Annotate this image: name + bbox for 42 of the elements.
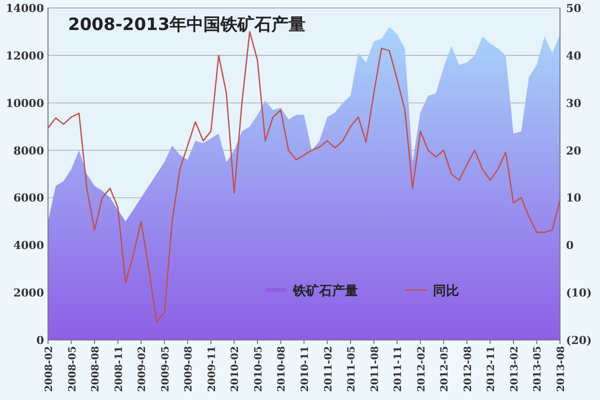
- x-tick-label: 2010-02: [230, 346, 242, 392]
- x-tick-label: 2012-02: [416, 346, 428, 392]
- y2-tick-label: 40: [566, 49, 582, 62]
- y2-tick-label: (10): [566, 286, 592, 300]
- y-tick-label: 4000: [13, 239, 44, 252]
- y-tick-label: 14000: [6, 2, 44, 15]
- y2-tick-label: (20): [566, 334, 592, 347]
- x-tick-label: 2013-05: [532, 346, 544, 392]
- x-tick-label: 2011-11: [393, 346, 404, 392]
- legend-label: 铁矿石产量: [292, 283, 358, 299]
- x-tick-label: 2011-02: [323, 346, 334, 392]
- x-tick-label: 2011-05: [346, 346, 358, 392]
- x-tick-label: 2011-08: [370, 346, 381, 392]
- x-tick-label: 2009-02: [137, 346, 148, 392]
- x-tick-label: 2009-05: [160, 346, 172, 392]
- y-tick-label: 6000: [13, 192, 44, 205]
- x-tick-label: 2010-08: [276, 346, 288, 392]
- y2-tick-label: 50: [566, 2, 582, 15]
- x-tick-label: 2013-08: [556, 346, 567, 392]
- x-tick-label: 2008-08: [90, 346, 102, 392]
- y-tick-label: 2000: [13, 286, 44, 300]
- x-tick-label: 2012-11: [486, 346, 498, 392]
- x-tick-label: 2012-05: [440, 346, 451, 392]
- y2-tick-label: 0: [566, 239, 574, 252]
- x-tick-label: 2010-05: [253, 346, 264, 392]
- x-tick-label: 2013-02: [509, 346, 520, 392]
- y-tick-label: 8000: [13, 144, 44, 158]
- x-tick-label: 2008-05: [67, 346, 78, 392]
- y2-tick-label: 20: [566, 144, 582, 158]
- y-tick-label: 0: [36, 334, 44, 347]
- y-tick-label: 12000: [6, 49, 44, 62]
- x-tick-label: 2009-08: [184, 346, 195, 392]
- chart-title: 2008-2013年中国铁矿石产量: [68, 15, 306, 35]
- legend-label: 同比: [433, 284, 459, 299]
- y2-tick-label: 10: [566, 192, 582, 205]
- y2-tick-label: 30: [566, 96, 582, 110]
- x-tick-label: 2008-11: [114, 346, 125, 392]
- x-tick-label: 2009-11: [206, 346, 218, 392]
- x-tick-label: 2010-11: [300, 346, 311, 392]
- y-tick-label: 10000: [6, 96, 44, 110]
- x-tick-label: 2012-08: [462, 346, 474, 392]
- x-tick-label: 2008-02: [44, 346, 55, 392]
